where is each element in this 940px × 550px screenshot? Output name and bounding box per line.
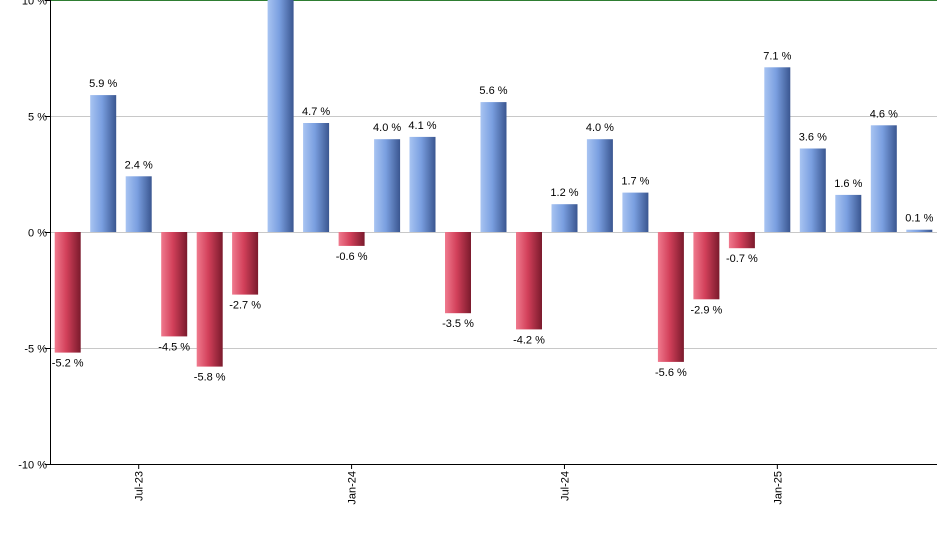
- data-label: 5.6 %: [479, 85, 507, 97]
- bar: [161, 232, 188, 337]
- data-label: 7.1 %: [763, 50, 791, 62]
- x-tick-label: Jan-25: [772, 471, 784, 505]
- bar: [445, 232, 471, 314]
- data-label: -2.7 %: [229, 300, 261, 312]
- bar: [90, 95, 117, 232]
- bar: [232, 232, 259, 295]
- data-label: -4.2 %: [513, 334, 545, 346]
- bar: [870, 125, 897, 232]
- x-tick-label: Jul-24: [560, 471, 572, 501]
- labels: 10 % 5 % 0 % -5 % -10 % -5.2 % 5.9 % 2.4 % -4.5 …: [18, 0, 933, 505]
- bar: [303, 123, 330, 232]
- bar: [799, 148, 826, 232]
- bar: [835, 194, 862, 232]
- bar: [54, 232, 81, 353]
- data-label: 4.6 %: [870, 108, 898, 120]
- data-label: 3.6 %: [799, 132, 827, 144]
- data-label: 1.7 %: [621, 176, 649, 188]
- data-label: 1.2 %: [550, 187, 578, 199]
- axes: [45, 0, 937, 469]
- y-tick-label: -5 %: [24, 344, 47, 356]
- data-label: 4.1 %: [408, 120, 436, 132]
- bar: [338, 232, 365, 246]
- bar: [267, 0, 294, 232]
- data-label: -5.6 %: [655, 367, 687, 379]
- bar: [516, 232, 542, 330]
- bar: [125, 176, 152, 232]
- y-tick-label: -10 %: [18, 460, 47, 472]
- bar: [906, 229, 933, 232]
- x-tick-label: Jan-24: [347, 471, 359, 505]
- data-label: 4.0 %: [373, 122, 401, 134]
- data-label: -5.2 %: [52, 358, 84, 370]
- x-tick-label: Jul-23: [134, 471, 146, 501]
- y-tick-label: 5 %: [28, 112, 47, 124]
- bar: [480, 102, 507, 232]
- bar: [409, 136, 436, 232]
- data-label: 4.7 %: [302, 106, 330, 118]
- data-label: 5.9 %: [89, 78, 117, 90]
- data-label: 4.0 %: [586, 122, 614, 134]
- data-label: 2.4 %: [125, 159, 153, 171]
- data-label: -4.5 %: [158, 341, 190, 353]
- bar: [693, 232, 720, 300]
- data-label: -0.6 %: [336, 251, 368, 263]
- data-label: 1.6 %: [834, 178, 862, 190]
- y-tick-label: 10 %: [22, 0, 47, 8]
- bar: [551, 204, 578, 232]
- bar: [374, 139, 401, 232]
- data-label: -0.7 %: [726, 253, 758, 265]
- bar: [196, 232, 223, 367]
- bar: [764, 67, 791, 232]
- bars: [54, 0, 933, 367]
- data-label: -5.8 %: [194, 372, 226, 384]
- data-label: 0.1 %: [905, 213, 933, 225]
- bar: [728, 232, 755, 249]
- bar: [622, 192, 649, 232]
- data-label: -3.5 %: [442, 318, 474, 330]
- bar: [586, 139, 613, 232]
- bar: [657, 232, 684, 362]
- y-tick-label: 0 %: [28, 228, 47, 240]
- data-label: -2.9 %: [691, 304, 723, 316]
